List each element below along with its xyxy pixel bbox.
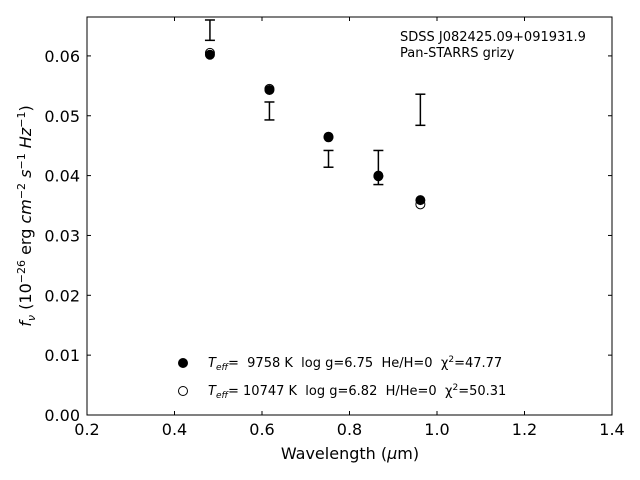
errorbar bbox=[264, 101, 275, 121]
legend-entry-2: Teff= 10747 K log g=6.82 H/He=0 χ2=50.31 bbox=[208, 383, 506, 401]
legend: Teff= 9758 K log g=6.75 He/H=0 χ2=47.77 … bbox=[178, 355, 506, 401]
model-point-da bbox=[373, 171, 384, 182]
model-point-da bbox=[415, 195, 426, 206]
y-tick-label: 0.06 bbox=[44, 47, 80, 66]
model-point-da bbox=[204, 49, 215, 60]
errorbar bbox=[415, 93, 426, 127]
x-tick-label: 1.2 bbox=[512, 420, 537, 439]
y-tick-label: 0.00 bbox=[44, 406, 80, 425]
y-tick-label: 0.01 bbox=[44, 346, 80, 365]
x-tick-label: 1.0 bbox=[424, 420, 449, 439]
x-axis-label: Wavelength (μm) bbox=[281, 444, 419, 463]
legend-marker-filled bbox=[178, 358, 188, 368]
legend-marker-open bbox=[178, 386, 188, 396]
x-tick-label: 0.8 bbox=[337, 420, 362, 439]
x-tick-label: 0.2 bbox=[74, 420, 99, 439]
x-tick-label: 0.4 bbox=[162, 420, 187, 439]
annotation-object: SDSS J082425.09+091931.9 bbox=[400, 30, 586, 45]
x-tick-label: 1.4 bbox=[599, 420, 624, 439]
errorbar bbox=[323, 149, 334, 168]
errorbar bbox=[204, 19, 215, 42]
model-points bbox=[204, 47, 426, 210]
y-tick-label: 0.04 bbox=[44, 167, 80, 186]
y-tick-label: 0.03 bbox=[44, 226, 80, 245]
observed-errorbars bbox=[204, 19, 426, 186]
y-tick-label: 0.05 bbox=[44, 107, 80, 126]
y-tick-label: 0.02 bbox=[44, 286, 80, 305]
model-point-da bbox=[323, 132, 334, 143]
annotation-survey: Pan-STARRS grizy bbox=[400, 46, 515, 61]
x-tick-label: 0.6 bbox=[249, 420, 274, 439]
y-axis-label: fν (10−26 erg cm−2 s−1 Hz−1) bbox=[15, 105, 38, 326]
model-point-da bbox=[264, 85, 275, 96]
axis-ticks: 0.2 0.4 0.6 0.8 1.0 1.2 1.4 0.00 0.01 0.02 0.03 0.0… bbox=[44, 17, 625, 439]
legend-entry-1: Teff= 9758 K log g=6.75 He/H=0 χ2=47.77 bbox=[208, 355, 502, 373]
